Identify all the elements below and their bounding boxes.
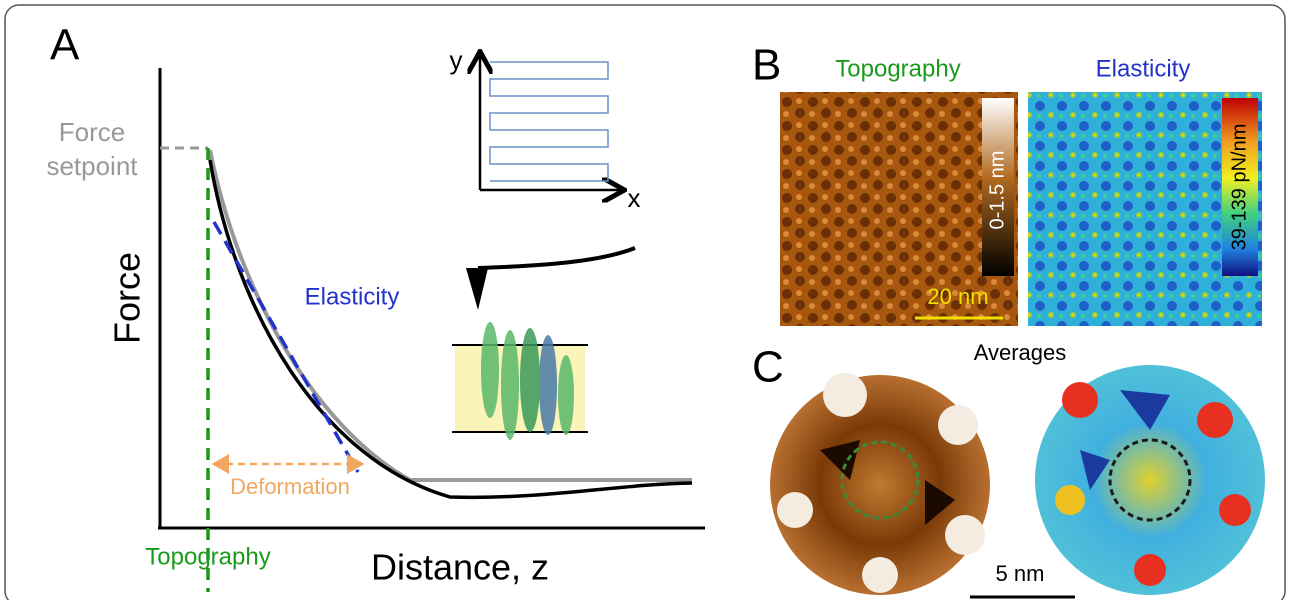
shape (539, 335, 557, 435)
frame (4, 4, 1286, 600)
retract-curve (208, 159, 693, 500)
panel-b: B Topography Elasticity 0-1.5 nm 20 nm 3… (752, 41, 1262, 326)
shape (501, 330, 519, 440)
elasticity-title: Elasticity (1096, 55, 1191, 82)
shape (1134, 554, 1166, 586)
scan-y-label: y (450, 45, 463, 75)
elasticity-colorbar (1222, 98, 1258, 276)
elasticity-slope (212, 221, 360, 473)
topography-label: Topography (145, 543, 270, 570)
shape (925, 480, 955, 525)
shape (862, 557, 898, 593)
shape (1197, 402, 1233, 438)
approach-curve (208, 149, 692, 482)
topography-title: Topography (835, 55, 960, 82)
setpoint-label: Force (59, 117, 125, 147)
topography-colorbar (982, 98, 1014, 276)
shape (1108, 438, 1192, 522)
topography-features (777, 373, 985, 593)
shape (558, 355, 574, 435)
elasticity-scale: 39-139 pN/nm (1228, 124, 1250, 251)
scale-bar-label: 5 nm (996, 561, 1045, 586)
shape (840, 440, 920, 520)
shape (777, 492, 813, 528)
y-axis-title: Force (107, 252, 148, 344)
tip (466, 268, 488, 310)
shape (820, 440, 860, 480)
shape (938, 405, 978, 445)
topography-scale: 0-1.5 nm (986, 151, 1008, 230)
setpoint-label: setpoint (46, 151, 138, 181)
panel-label: C (752, 343, 784, 392)
elasticity-features (1055, 382, 1251, 586)
scan-path (489, 61, 609, 182)
shape (1120, 390, 1170, 430)
topography-image (780, 92, 1018, 326)
shape (1055, 485, 1085, 515)
averages-title: Averages (974, 340, 1067, 365)
deformation-label: Deformation (230, 474, 350, 499)
shape (823, 373, 867, 417)
scale-bar-label: 20 nm (927, 284, 988, 309)
panel-label: B (752, 41, 781, 90)
elasticity-label: Elasticity (305, 283, 400, 310)
shape (520, 328, 540, 432)
protein (481, 322, 574, 440)
shape (1219, 494, 1251, 526)
scan-x-label: x (628, 183, 641, 213)
x-axis-title: Distance, z (371, 547, 549, 588)
shape (1080, 450, 1110, 490)
panel-c: C Averages 5 nm (752, 340, 1265, 599)
shape (481, 322, 499, 418)
cantilever (477, 246, 636, 270)
topography-average (770, 375, 990, 595)
shape (945, 515, 985, 555)
panel-label: A (50, 21, 80, 70)
panel-a: A Force setpoint Deformation Elasticity … (46, 21, 705, 592)
shape (1062, 382, 1098, 418)
